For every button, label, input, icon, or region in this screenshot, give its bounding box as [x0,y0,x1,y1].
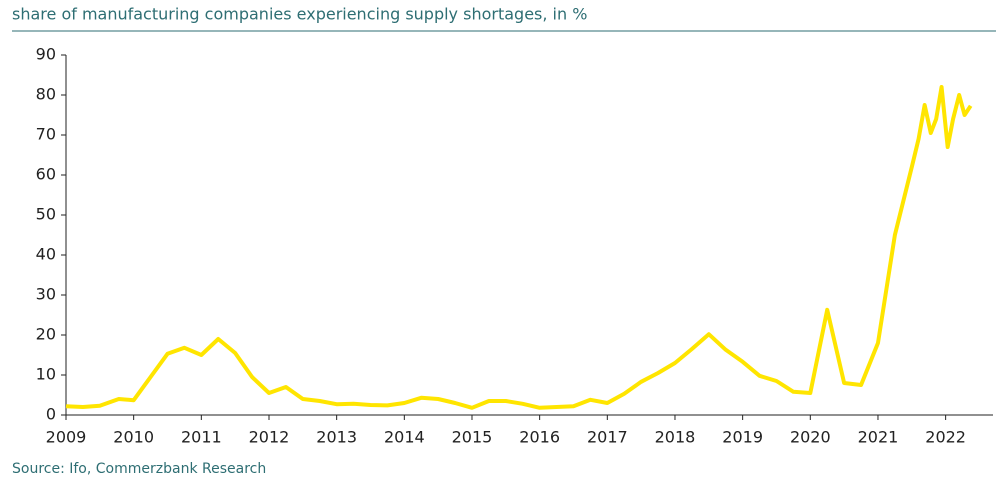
x-tick-label: 2017 [587,428,628,447]
x-tick-label: 2015 [452,428,493,447]
y-tick-label: 0 [46,405,56,424]
y-tick-label: 40 [36,245,56,264]
x-tick-label: 2019 [722,428,763,447]
y-tick-label: 90 [36,45,56,64]
y-tick-label: 20 [36,325,56,344]
x-tick-label: 2010 [113,428,154,447]
x-tick-label: 2020 [790,428,831,447]
x-tick-label: 2018 [655,428,696,447]
y-tick-label: 70 [36,125,56,144]
x-tick-label: 2009 [46,428,87,447]
data-line [65,85,973,410]
x-tick-label: 2022 [925,428,966,447]
x-tick-label: 2012 [249,428,290,447]
x-tick-label: 2016 [519,428,560,447]
source: Source: Ifo, Commerzbank Research [12,461,266,477]
y-tick-label: 50 [36,205,56,224]
x-tick-label: 2021 [858,428,899,447]
y-tick-label: 60 [36,165,56,184]
y-tick-label: 80 [36,85,56,104]
chart-title: share of manufacturing companies experie… [12,5,587,24]
x-tick-label: 2013 [316,428,357,447]
x-tick-label: 2011 [181,428,222,447]
x-tick-label: 2014 [384,428,425,447]
y-tick-label: 30 [36,285,56,304]
y-tick-label: 10 [36,365,56,384]
